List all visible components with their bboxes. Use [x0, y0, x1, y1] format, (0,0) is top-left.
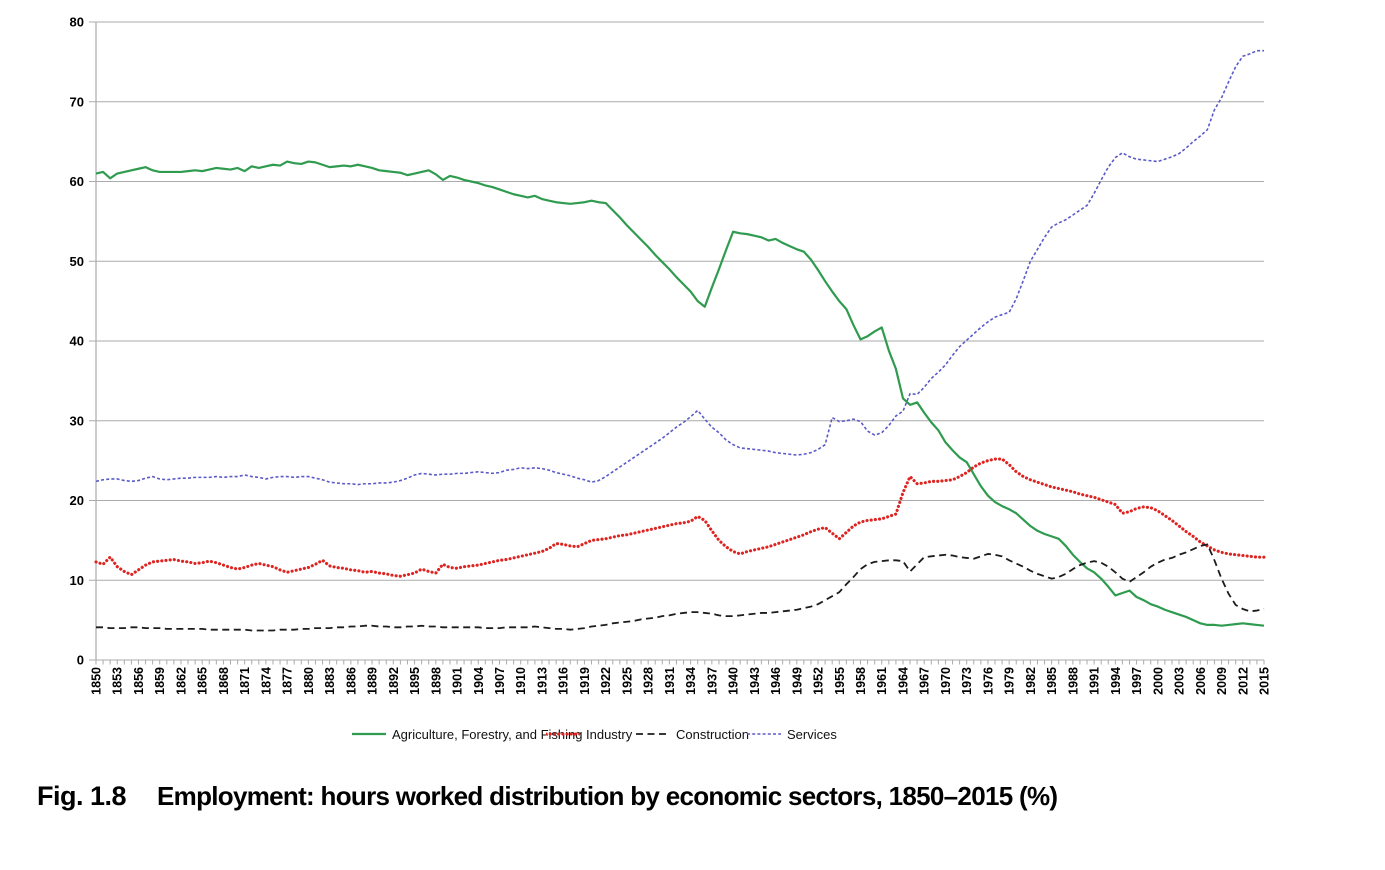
x-tick-label: 1865 [196, 667, 210, 695]
x-tick-label: 1886 [344, 667, 358, 695]
x-tick-label: 1943 [748, 667, 762, 695]
x-tick-label: 1853 [111, 667, 125, 695]
x-tick-label: 1952 [812, 667, 826, 695]
x-tick-label: 1868 [217, 667, 231, 695]
figure-caption: Fig. 1.8 Employment: hours worked distri… [37, 781, 1058, 812]
x-tick-label: 1964 [896, 667, 910, 695]
x-tick-label: 1973 [960, 667, 974, 695]
x-tick-label: 1889 [366, 667, 380, 695]
legend-line-sample [636, 733, 670, 735]
y-tick-label: 20 [70, 493, 84, 508]
x-tick-label: 1898 [429, 667, 443, 695]
legend-label: Services [787, 726, 837, 742]
x-tick-label: 1967 [918, 667, 932, 695]
x-tick-label: 2003 [1173, 667, 1187, 695]
legend-line-sample [747, 733, 781, 735]
legend-item-1: Agriculture, Forestry, and Fishing [352, 726, 583, 742]
x-tick-label: 2009 [1215, 667, 1229, 695]
chart-canvas: 0 10 20 30 40 50 60 70 80 1850 1853 1856 1859 1862 186… [70, 15, 1272, 695]
legend-item-3: Construction [636, 726, 749, 742]
x-tick-label: 1862 [174, 667, 188, 695]
x-tick-label: 1880 [302, 667, 316, 695]
x-tick-label: 1919 [578, 667, 592, 695]
legend-item-4: Services [747, 726, 837, 742]
series-line-services [95, 49, 1264, 486]
x-tick-label: 1883 [323, 667, 337, 695]
x-tick-label: 1994 [1109, 667, 1123, 695]
figure-number: Fig. 1.8 [37, 781, 127, 811]
figure-caption-text: Employment: hours worked distribution by… [157, 781, 1058, 811]
x-tick-label: 1937 [705, 667, 719, 695]
x-tick-label: 1850 [90, 667, 104, 695]
y-tick-label: 80 [70, 15, 84, 30]
x-tick-label: 1859 [153, 667, 167, 695]
y-tick-label: 30 [70, 413, 84, 428]
x-tick-label: 1961 [875, 667, 889, 695]
chart-legend: Agriculture, Forestry, and Fishing Indust… [0, 726, 1385, 742]
x-tick-label: 2012 [1236, 667, 1250, 695]
y-tick-label: 50 [70, 254, 84, 269]
y-tick-label: 0 [77, 653, 84, 668]
x-tick-label: 1946 [769, 667, 783, 695]
x-tick-label: 2015 [1258, 667, 1272, 695]
x-tick-label: 1910 [514, 667, 528, 695]
y-tick-label: 70 [70, 94, 84, 109]
y-tick-label: 10 [70, 573, 84, 588]
legend-line-sample [352, 732, 386, 736]
x-tick-label: 1895 [408, 667, 422, 695]
legend-item-2: Industry [546, 726, 632, 742]
x-tick-label: 1988 [1066, 667, 1080, 695]
x-tick-label: 1913 [535, 667, 549, 695]
x-tick-label: 1940 [727, 667, 741, 695]
x-tick-label: 1991 [1088, 667, 1102, 695]
x-tick-label: 1979 [1003, 667, 1017, 695]
x-tick-label: 1925 [620, 667, 634, 695]
x-tick-label: 1982 [1024, 667, 1038, 695]
y-tick-label: 40 [70, 334, 84, 349]
x-tick-label: 1958 [854, 667, 868, 695]
x-tick-label: 1928 [642, 667, 656, 695]
x-tick-label: 1976 [981, 667, 995, 695]
x-tick-label: 1949 [790, 667, 804, 695]
x-tick-label: 1922 [599, 667, 613, 695]
series-line-industry [94, 457, 1266, 578]
x-tick-label: 1985 [1045, 667, 1059, 695]
y-tick-label: 60 [70, 174, 84, 189]
x-tick-label: 1934 [684, 667, 698, 695]
x-tick-label: 1904 [472, 667, 486, 695]
x-tick-label: 1955 [833, 667, 847, 695]
x-tick-label: 1931 [663, 667, 677, 695]
x-tick-label: 1871 [238, 667, 252, 695]
x-tick-label: 1901 [451, 667, 465, 695]
x-tick-label: 1856 [132, 667, 146, 695]
x-tick-label: 2000 [1151, 667, 1165, 695]
legend-label: Agriculture, Forestry, and Fishing [392, 726, 583, 742]
x-tick-label: 1997 [1130, 667, 1144, 695]
series-line-construction [96, 543, 1265, 632]
series-line-agriculture-forestry-and-fishing [95, 160, 1265, 627]
legend-label: Industry [586, 726, 633, 742]
x-tick-label: 1877 [281, 667, 295, 695]
x-tick-label: 1907 [493, 667, 507, 695]
legend-label: Construction [676, 726, 749, 742]
legend-line-sample [546, 732, 580, 736]
x-tick-label: 2006 [1194, 667, 1208, 695]
x-tick-label: 1874 [259, 667, 273, 695]
x-tick-label: 1970 [939, 667, 953, 695]
x-tick-label: 1916 [557, 667, 571, 695]
x-tick-label: 1892 [387, 667, 401, 695]
